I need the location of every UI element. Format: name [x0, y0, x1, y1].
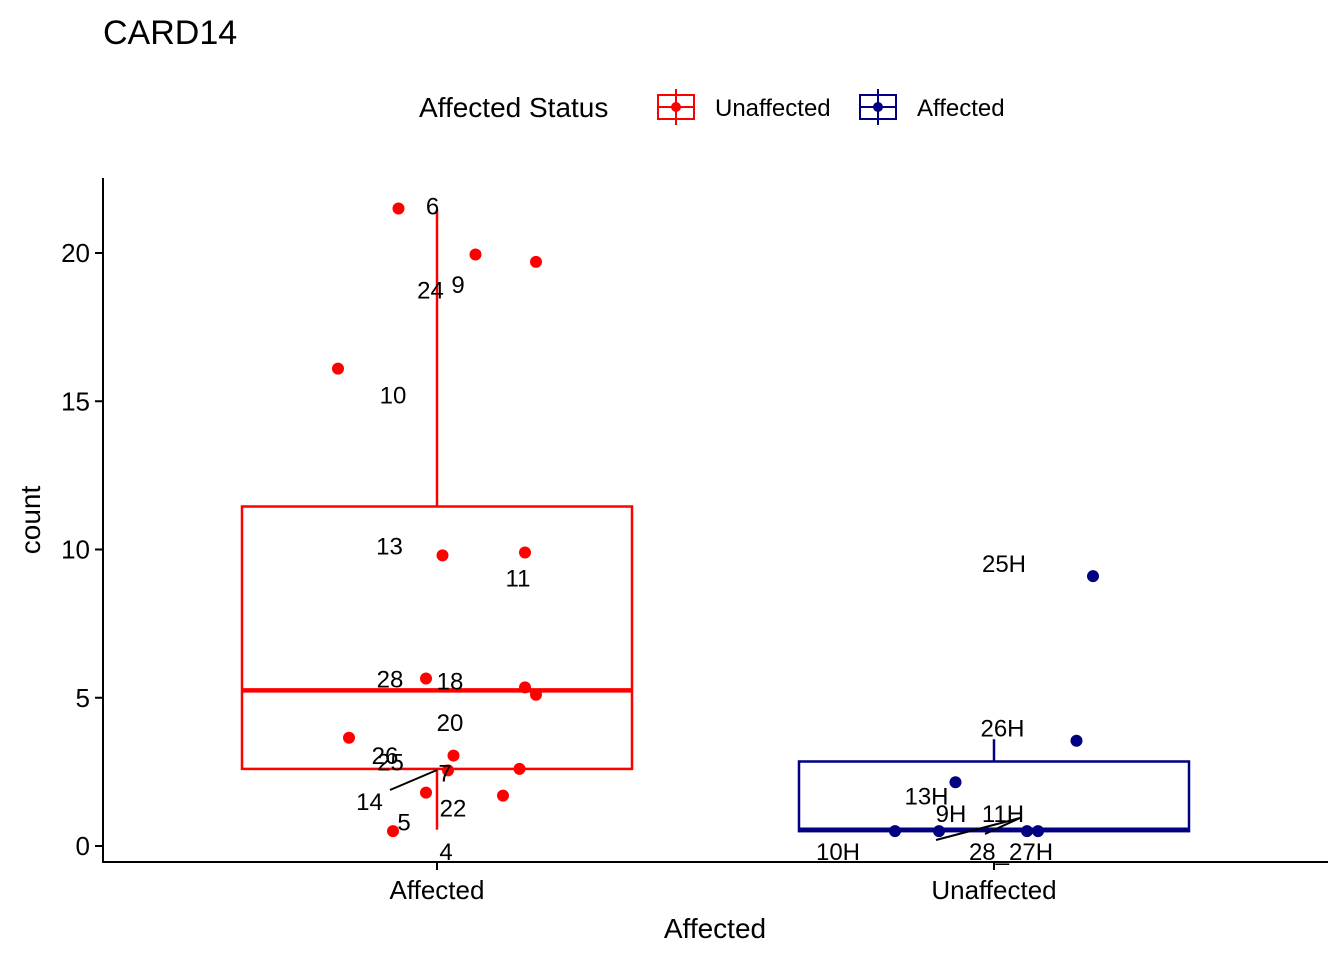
data-point: [1070, 734, 1083, 747]
point-label: 25H: [982, 551, 1026, 578]
legend-label-affected: Affected: [917, 95, 1005, 122]
data-point: [530, 688, 542, 701]
data-point: [442, 764, 454, 777]
data-points: [332, 202, 1099, 838]
legend-key-unaffected: [657, 89, 695, 125]
data-point: [387, 825, 399, 838]
data-point: [332, 362, 344, 375]
point-label: 28: [377, 666, 404, 693]
y-tick-label: 20: [61, 238, 90, 268]
point-label: 22: [440, 796, 467, 823]
chart-title: CARD14: [103, 14, 237, 52]
data-point: [933, 825, 945, 838]
y-tick-label: 10: [61, 535, 90, 565]
boxes: [240, 210, 1191, 833]
point-label: 6: [426, 194, 439, 221]
data-point: [497, 789, 509, 802]
data-point: [949, 776, 962, 789]
point-label: 24: [417, 277, 444, 304]
data-point: [420, 672, 432, 685]
point-label: 10H: [816, 839, 860, 866]
y-tick-label: 5: [76, 683, 90, 713]
axes: [102, 178, 1328, 863]
data-point: [530, 255, 542, 268]
point-label: 14: [356, 789, 383, 816]
data-point: [420, 786, 432, 799]
data-point: [519, 546, 531, 559]
legend-title: Affected Status: [419, 92, 608, 123]
connector-10h: [935, 817, 1021, 841]
legend-key-affected: [859, 89, 897, 125]
data-point: [447, 749, 460, 762]
point-label: 7: [438, 760, 451, 787]
point-label: 25: [377, 750, 404, 777]
point-label: 28_27H: [969, 839, 1053, 866]
point-label: 13H: [904, 783, 948, 810]
point-label: 26: [372, 743, 399, 770]
x-axis-title: Affected: [664, 913, 766, 944]
legend: Affected Status Unaffected Affected: [419, 89, 1005, 125]
point-label: 10: [380, 383, 407, 410]
point-label: 9: [451, 272, 464, 299]
data-point: [343, 731, 355, 744]
point-label: 11: [506, 565, 531, 592]
data-point: [519, 681, 531, 694]
connector-11h: [984, 817, 1021, 835]
point-label: 18: [437, 668, 464, 695]
box-affected: [240, 210, 634, 830]
point-label: 4: [439, 839, 452, 866]
point-label: 13: [376, 533, 403, 560]
point-label: 26H: [980, 716, 1024, 743]
label-connectors: [389, 769, 1021, 841]
data-point: [889, 825, 901, 838]
data-point: [392, 202, 405, 215]
data-point: [513, 762, 526, 775]
y-axis-title: count: [15, 486, 46, 555]
x-tick-label: Unaffected: [931, 875, 1056, 905]
iqr-box: [240, 505, 634, 771]
data-point: [469, 248, 482, 261]
connector-14: [389, 769, 438, 791]
point-label: 11H: [982, 801, 1024, 828]
legend-label-unaffected: Unaffected: [715, 95, 831, 122]
data-point: [1087, 570, 1099, 583]
point-label: 20: [437, 710, 464, 737]
x-tick-label: Affected: [390, 875, 485, 905]
point-label: 9H: [936, 801, 967, 828]
ticks: 0 5 10 15 20 Affected Unaffected: [61, 238, 1057, 905]
y-tick-label: 0: [76, 831, 90, 861]
data-point: [1032, 825, 1044, 838]
y-tick-label: 15: [61, 386, 90, 416]
data-point: [436, 549, 449, 562]
data-point: [1021, 825, 1033, 838]
point-label: 5: [397, 810, 410, 837]
